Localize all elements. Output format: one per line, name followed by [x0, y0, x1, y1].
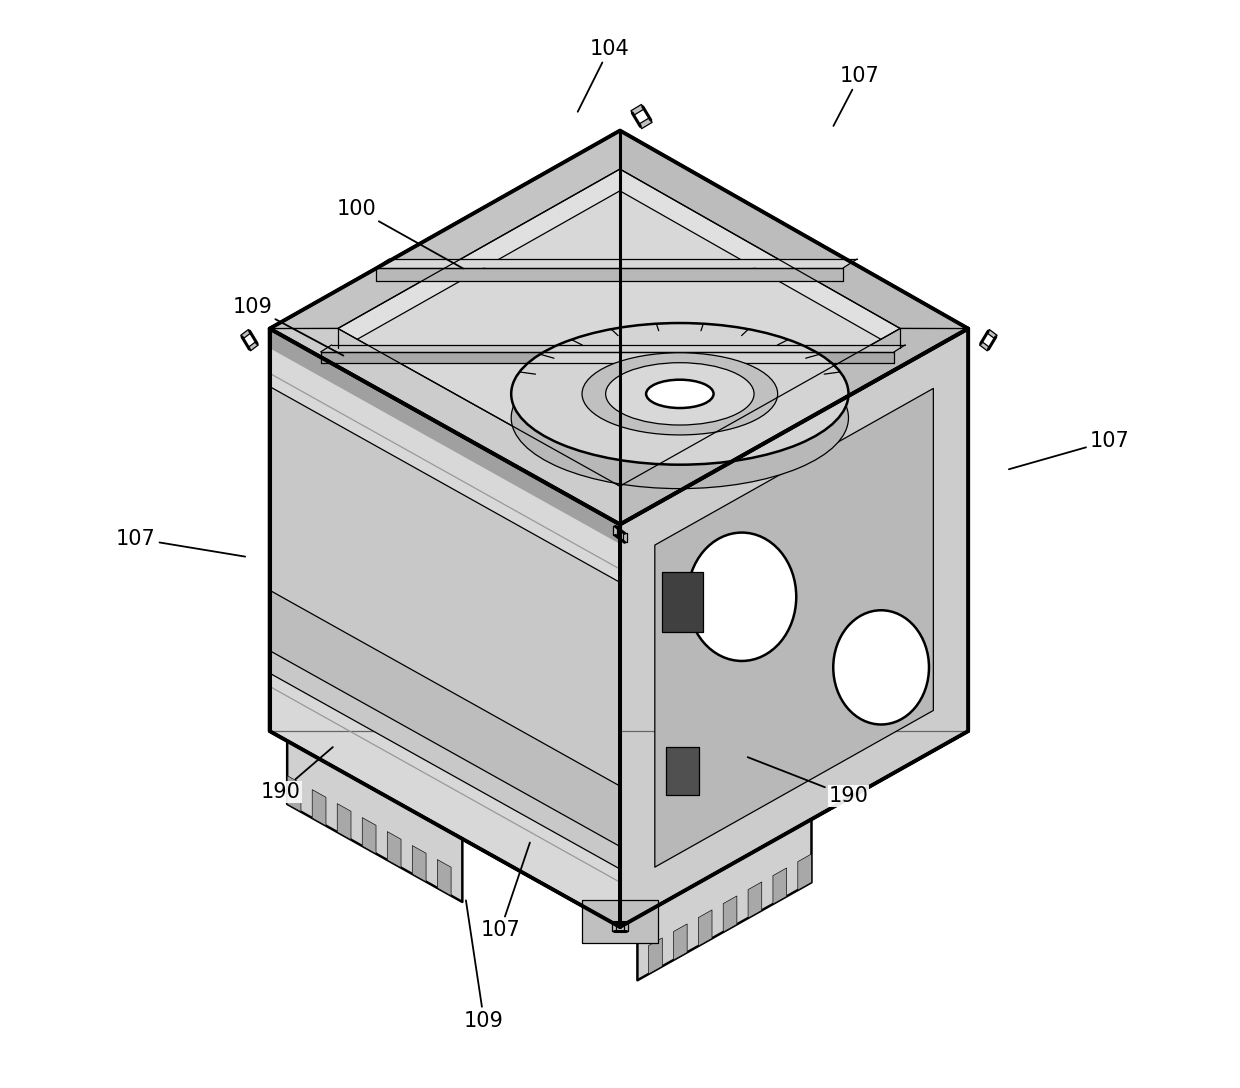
- Polygon shape: [613, 922, 616, 930]
- Polygon shape: [773, 868, 786, 904]
- Polygon shape: [269, 131, 620, 329]
- Polygon shape: [321, 345, 905, 351]
- Ellipse shape: [833, 610, 929, 725]
- Polygon shape: [288, 776, 301, 812]
- Text: 109: 109: [232, 297, 343, 356]
- Polygon shape: [662, 572, 703, 632]
- Polygon shape: [987, 330, 997, 338]
- Text: 107: 107: [117, 529, 246, 557]
- Polygon shape: [666, 747, 699, 795]
- Polygon shape: [673, 924, 687, 960]
- Polygon shape: [269, 131, 968, 524]
- Ellipse shape: [687, 533, 796, 662]
- Text: 109: 109: [464, 901, 503, 1030]
- Polygon shape: [620, 329, 968, 524]
- Polygon shape: [376, 268, 843, 281]
- Polygon shape: [620, 131, 968, 329]
- Polygon shape: [513, 323, 847, 407]
- Polygon shape: [312, 790, 326, 826]
- Polygon shape: [269, 329, 620, 524]
- Polygon shape: [614, 527, 618, 535]
- Polygon shape: [620, 329, 968, 524]
- Text: 104: 104: [578, 39, 629, 112]
- Polygon shape: [637, 819, 811, 980]
- Polygon shape: [620, 329, 968, 927]
- Ellipse shape: [511, 347, 848, 489]
- Polygon shape: [655, 388, 934, 867]
- Polygon shape: [269, 329, 620, 544]
- Polygon shape: [269, 329, 620, 927]
- Polygon shape: [269, 131, 620, 348]
- Polygon shape: [649, 938, 662, 974]
- Ellipse shape: [511, 323, 848, 465]
- Polygon shape: [620, 131, 968, 329]
- Polygon shape: [980, 342, 990, 350]
- Polygon shape: [622, 533, 626, 542]
- Polygon shape: [797, 854, 811, 890]
- Text: 190: 190: [748, 757, 868, 806]
- Polygon shape: [269, 386, 620, 869]
- Polygon shape: [413, 845, 427, 881]
- Polygon shape: [269, 131, 620, 329]
- Polygon shape: [582, 900, 658, 943]
- Polygon shape: [639, 118, 652, 128]
- Polygon shape: [362, 817, 376, 854]
- Polygon shape: [269, 329, 620, 524]
- Text: 107: 107: [1009, 431, 1130, 469]
- Polygon shape: [387, 831, 401, 868]
- Polygon shape: [723, 895, 737, 932]
- Polygon shape: [337, 190, 900, 508]
- Text: 190: 190: [260, 747, 332, 802]
- Ellipse shape: [605, 362, 754, 425]
- Polygon shape: [631, 104, 644, 115]
- Ellipse shape: [646, 380, 713, 408]
- Polygon shape: [698, 910, 712, 945]
- Polygon shape: [337, 190, 900, 508]
- Text: 107: 107: [833, 66, 879, 126]
- Polygon shape: [624, 922, 627, 930]
- Polygon shape: [288, 741, 463, 902]
- Text: 100: 100: [337, 199, 463, 269]
- Polygon shape: [438, 860, 451, 895]
- Polygon shape: [337, 804, 351, 840]
- Polygon shape: [748, 882, 761, 918]
- Polygon shape: [241, 330, 250, 338]
- Polygon shape: [248, 342, 258, 350]
- Polygon shape: [620, 329, 968, 927]
- Polygon shape: [321, 351, 894, 362]
- Polygon shape: [376, 259, 857, 268]
- Text: 107: 107: [480, 842, 529, 940]
- Polygon shape: [269, 591, 620, 846]
- Polygon shape: [269, 329, 620, 927]
- Ellipse shape: [582, 353, 777, 435]
